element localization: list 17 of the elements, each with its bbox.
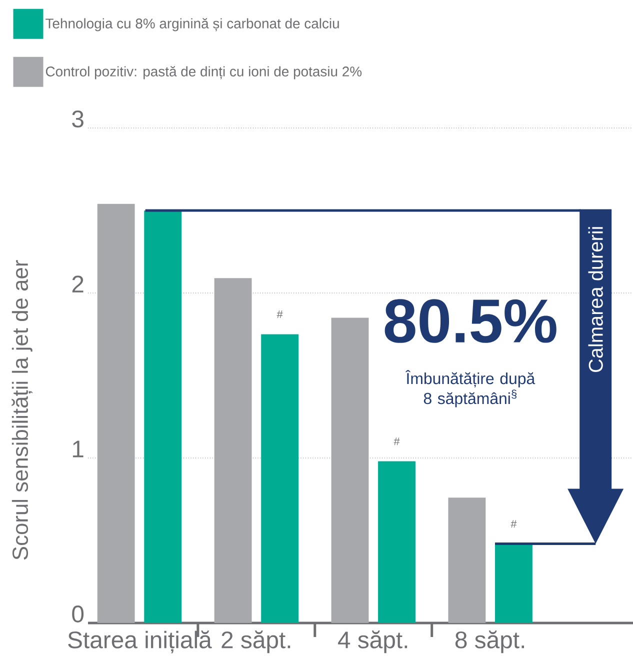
- annotation: #: [394, 438, 400, 446]
- y-axis-title: Scorul sensibilității la jet de aer: [12, 260, 32, 560]
- x-tick-label: Starea inițială: [68, 630, 212, 654]
- legend-label: Tehnologia cu 8% arginină și carbonat de calciu: [46, 18, 339, 32]
- annotation: #: [276, 310, 283, 318]
- legend-label: Control pozitiv: pastă de dinți cu ioni de potasiu 2%: [46, 66, 362, 80]
- y-tick-label: 2: [72, 276, 84, 292]
- x-tick-label: 2 săpt.: [222, 630, 290, 654]
- y-tick-label: 0: [72, 606, 84, 622]
- x-tick-label: 8 săpt.: [455, 630, 524, 654]
- annotation: Îmbunătățire după 8 săptămâni$^{§}$: [405, 370, 536, 408]
- annotation: 80.5%: [384, 299, 556, 343]
- annotation: #: [510, 520, 517, 528]
- x-tick-label: 4 săpt.: [338, 630, 408, 654]
- annotation: Calmarea durerii: [588, 227, 603, 372]
- y-tick-label: 1: [73, 440, 84, 458]
- y-tick-label: 3: [72, 110, 84, 128]
